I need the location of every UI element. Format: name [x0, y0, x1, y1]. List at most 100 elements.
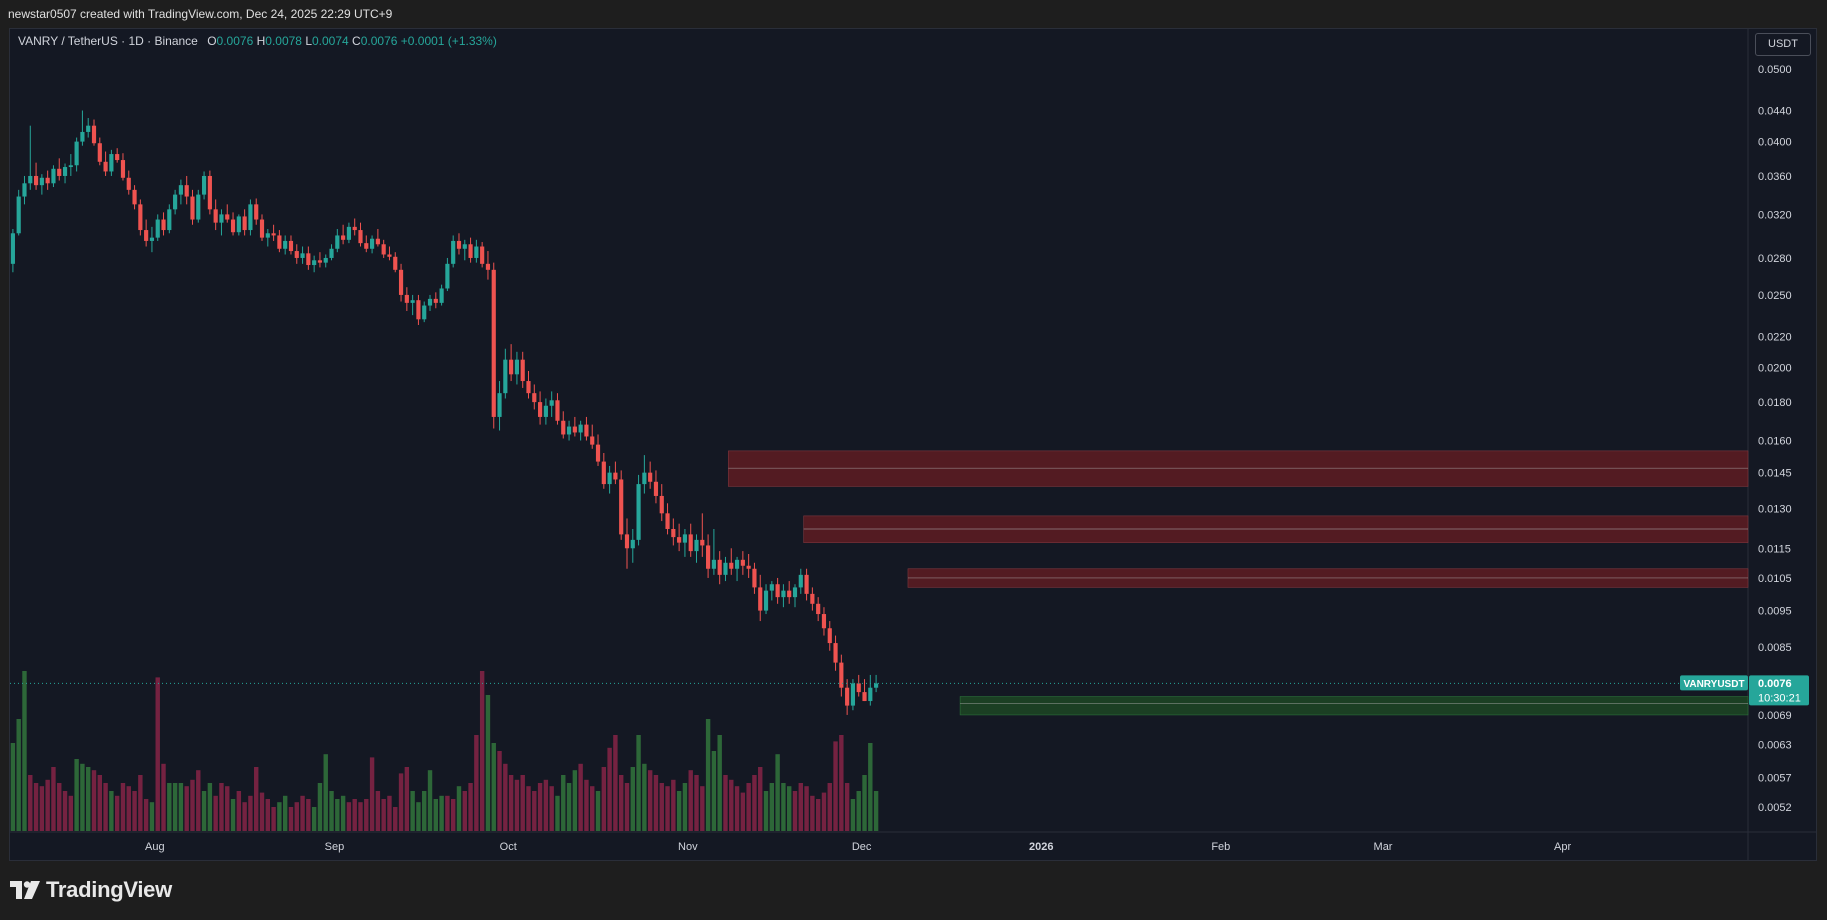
volume-bar	[207, 783, 213, 831]
volume-bar	[514, 779, 520, 831]
volume-bar	[80, 763, 85, 831]
candle-body	[300, 253, 305, 258]
candle-body	[850, 683, 856, 706]
volume-bar	[352, 799, 357, 831]
volume-bar	[155, 677, 160, 831]
candle-body	[856, 683, 861, 693]
candle-body	[619, 479, 624, 535]
volume-bar	[271, 807, 276, 831]
volume-bar	[311, 807, 317, 831]
candle-body	[816, 603, 821, 615]
volume-bar	[16, 719, 21, 831]
attribution-text: newstar0507 created with TradingView.com…	[8, 7, 393, 21]
volume-bar	[665, 786, 670, 831]
candle-body	[341, 235, 346, 240]
candle-body	[329, 248, 334, 258]
candle-body	[242, 216, 247, 231]
candle-body	[781, 590, 786, 598]
x-tick-label: 2026	[1029, 841, 1053, 853]
candle-body	[86, 125, 91, 132]
candle-body	[543, 405, 548, 417]
volume-bar	[758, 767, 763, 831]
candle-body	[352, 226, 357, 231]
candle-body	[723, 562, 728, 575]
volume-bar	[184, 786, 189, 831]
candle-body	[804, 574, 809, 594]
volume-bar	[317, 783, 323, 831]
y-tick-label: 0.0280	[1758, 253, 1792, 265]
candle-body	[763, 590, 769, 611]
y-tick-label: 0.0130	[1758, 503, 1792, 515]
candle-body	[665, 513, 670, 529]
volume-bar	[456, 786, 462, 831]
volume-bar	[236, 791, 242, 831]
volume-bar	[532, 791, 537, 831]
candle-body	[433, 298, 438, 303]
volume-bar	[700, 786, 705, 831]
y-tick-label: 0.0069	[1758, 710, 1792, 722]
volume-bar	[485, 695, 491, 831]
volume-bar	[57, 783, 62, 831]
candle-body	[462, 244, 467, 249]
candle-body	[601, 461, 606, 485]
volume-bar	[555, 795, 560, 831]
candle-body	[845, 687, 850, 706]
candle-body	[109, 154, 114, 172]
volume-bar	[862, 775, 867, 831]
volume-bar	[387, 795, 392, 831]
currency-selector[interactable]: USDT	[1755, 33, 1811, 56]
volume-bar	[323, 754, 328, 831]
volume-bar	[787, 786, 792, 831]
candle-body	[839, 662, 844, 688]
chart-frame[interactable]	[9, 28, 1817, 861]
x-tick-label: Apr	[1554, 841, 1571, 853]
volume-bar	[39, 786, 45, 831]
candle-body	[393, 256, 398, 270]
volume-bar	[300, 795, 305, 831]
volume-bar	[781, 783, 786, 831]
candle-body	[613, 472, 618, 480]
candle-body	[682, 534, 688, 543]
volume-bar	[33, 783, 39, 831]
candle-body	[439, 288, 444, 303]
candle-body	[520, 359, 525, 382]
y-tick-label: 0.0180	[1758, 397, 1792, 409]
y-tick-label: 0.0085	[1758, 642, 1792, 654]
candle-body	[451, 240, 456, 264]
y-tick-label: 0.0095	[1758, 606, 1792, 618]
volume-bar	[601, 767, 607, 831]
volume-bar	[595, 791, 601, 831]
volume-bar	[439, 795, 444, 831]
tradingview-logo[interactable]: TradingView	[10, 876, 172, 904]
candle-body	[729, 562, 734, 569]
candle-body	[236, 216, 241, 233]
volume-bar	[543, 779, 549, 831]
symbol-name: VANRY / TetherUS · 1D · Binance	[18, 34, 198, 48]
volume-bar	[508, 775, 514, 831]
candle-body	[126, 177, 131, 190]
volume-bar	[86, 767, 91, 831]
candle-body	[474, 246, 479, 258]
candle-body	[833, 643, 838, 663]
volume-bar	[549, 786, 554, 831]
candle-body	[561, 420, 566, 435]
volume-bar	[172, 783, 178, 831]
candle-body	[68, 165, 73, 168]
candle-body	[115, 154, 120, 161]
tradingview-wordmark: TradingView	[46, 877, 172, 902]
candle-body	[532, 393, 537, 403]
volume-bar	[219, 783, 224, 831]
x-tick-label: Feb	[1211, 841, 1230, 853]
volume-bar	[340, 795, 346, 831]
candle-body	[595, 444, 601, 462]
candle-body	[387, 254, 392, 257]
volume-bar	[196, 770, 201, 831]
volume-bar	[91, 770, 97, 831]
candle-body	[91, 125, 97, 144]
volume-bar	[427, 770, 433, 831]
volume-bar	[613, 735, 618, 831]
volume-bar	[265, 799, 271, 831]
candle-body	[155, 219, 160, 238]
volume-bar	[138, 775, 143, 831]
